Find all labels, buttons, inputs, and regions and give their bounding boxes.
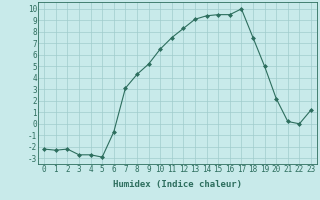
- X-axis label: Humidex (Indice chaleur): Humidex (Indice chaleur): [113, 180, 242, 189]
